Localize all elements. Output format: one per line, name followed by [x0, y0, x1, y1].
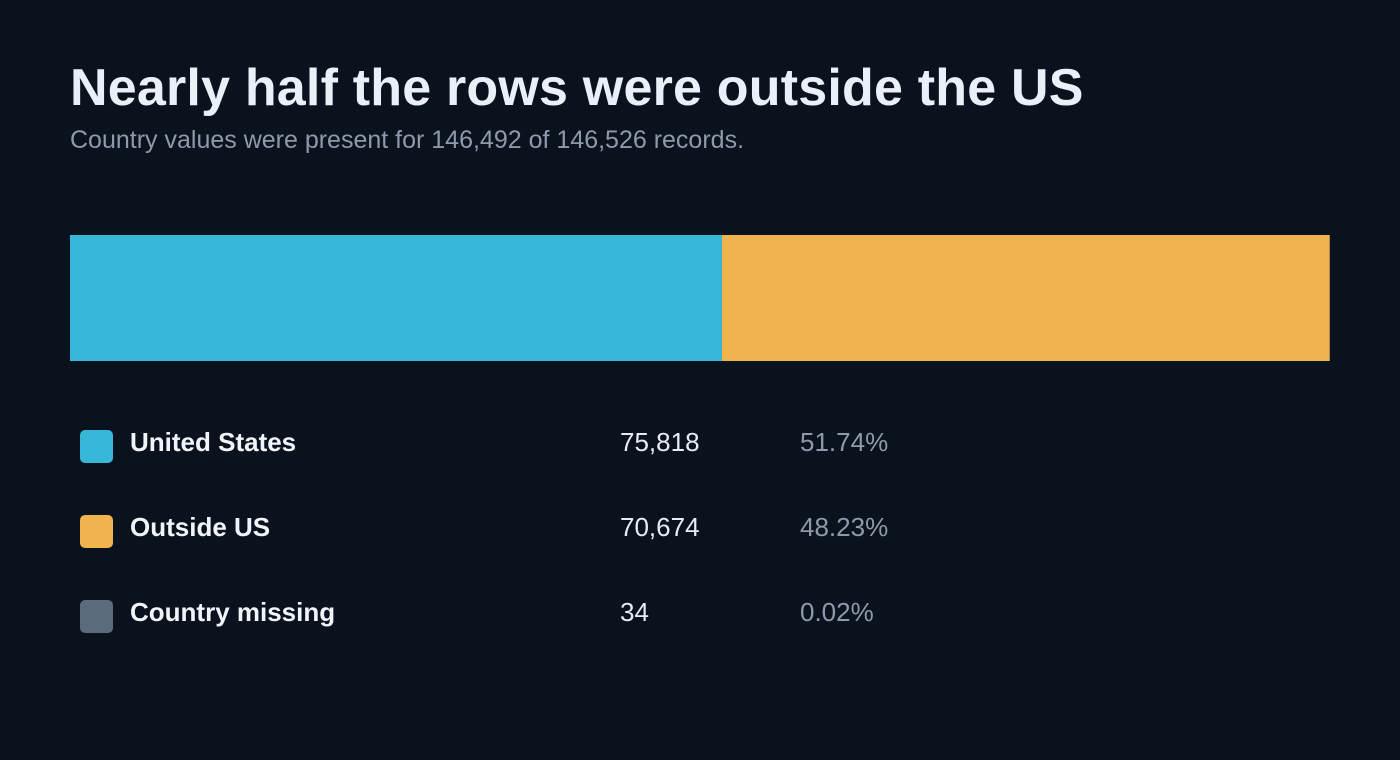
bar-segment-outside-us: [721, 235, 1330, 361]
legend-count-outside-us: 70,674: [620, 512, 700, 542]
swatch-united-states: [80, 430, 113, 463]
legend-label-country-missing: Country missing: [130, 597, 336, 627]
legend-label-united-states: United States: [130, 427, 297, 457]
legend-row-country-missing: Country missing 34 0.02%: [80, 570, 1080, 655]
legend: United States 75,818 51.74% Outside US 7…: [80, 400, 1080, 655]
swatch-outside-us: [80, 515, 113, 548]
legend-row-united-states: United States 75,818 51.74%: [80, 400, 1080, 485]
legend-percent-country-missing: 0.02%: [800, 597, 874, 627]
swatch-country-missing: [80, 600, 113, 633]
legend-percent-united-states: 51.74%: [800, 427, 889, 457]
stacked-bar: [70, 235, 1330, 361]
legend-percent-outside-us: 48.23%: [800, 512, 889, 542]
chart-subtitle: Country values were present for 146,492 …: [70, 126, 745, 154]
legend-count-country-missing: 34: [620, 597, 649, 627]
chart-title: Nearly half the rows were outside the US: [70, 59, 1084, 117]
legend-label-outside-us: Outside US: [130, 512, 271, 542]
legend-count-united-states: 75,818: [620, 427, 700, 457]
bar-segment-united-states: [70, 235, 722, 361]
stacked-bar-svg: [70, 235, 1330, 361]
legend-row-outside-us: Outside US 70,674 48.23%: [80, 485, 1080, 570]
